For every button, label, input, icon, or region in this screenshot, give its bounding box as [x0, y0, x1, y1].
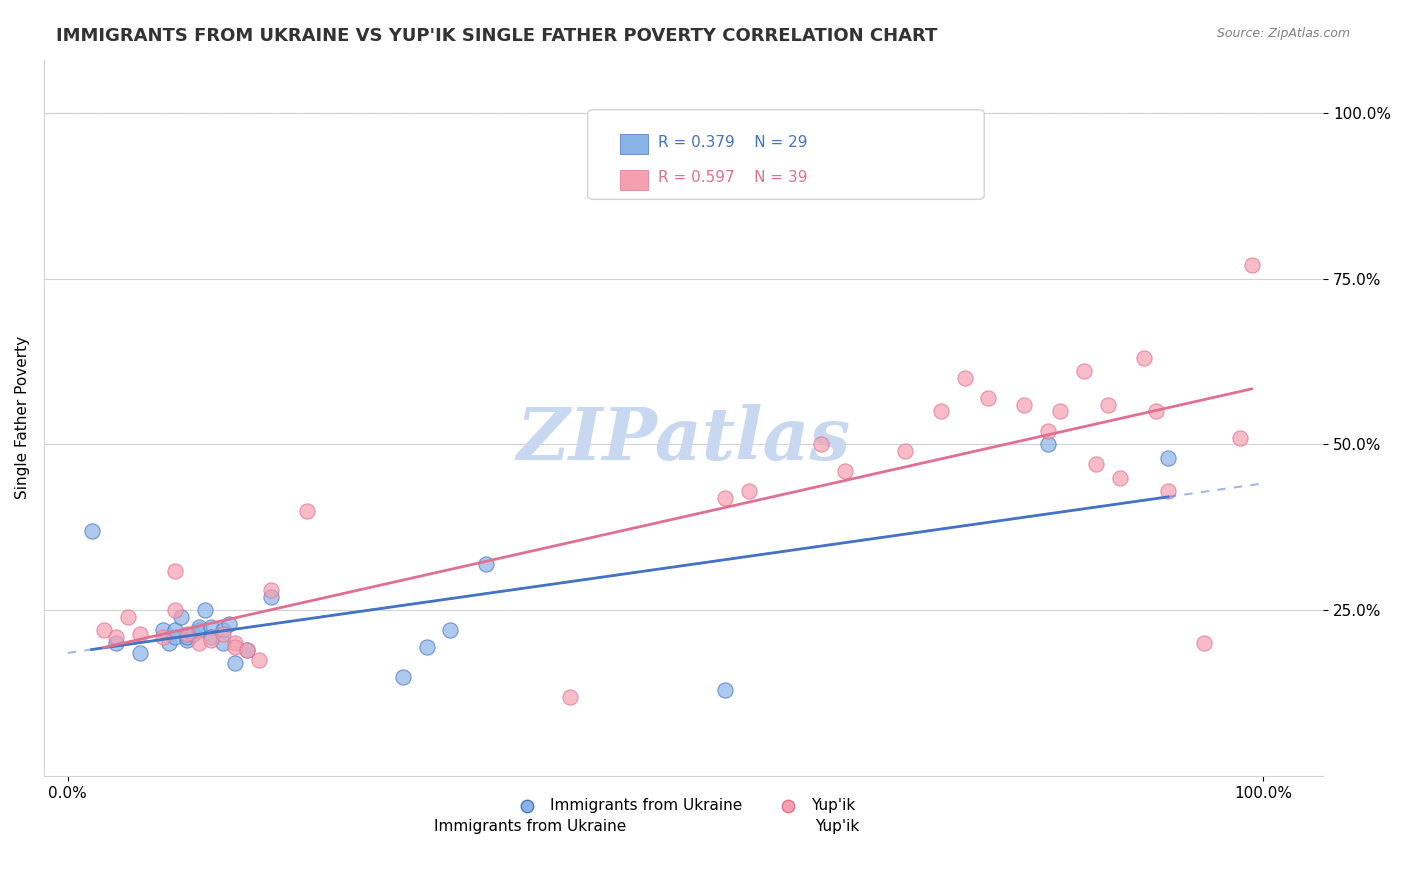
Text: R = 0.379    N = 29: R = 0.379 N = 29 [658, 135, 807, 150]
Point [200, 620, 222, 634]
Text: ZIPatlas: ZIPatlas [516, 404, 851, 475]
Point [1049, 404, 1071, 418]
Point [558, 690, 581, 704]
Point [953, 371, 976, 385]
Point [93, 624, 115, 638]
Text: Yup'ik: Yup'ik [815, 819, 859, 834]
Point [1133, 351, 1156, 366]
Bar [620, 170, 648, 190]
Point [415, 640, 437, 654]
Point [714, 682, 737, 697]
Point [834, 464, 856, 478]
Point [117, 610, 139, 624]
Point [159, 636, 181, 650]
Bar [620, 134, 648, 154]
Y-axis label: Single Father Poverty: Single Father Poverty [15, 336, 30, 500]
Point [475, 557, 498, 571]
Point [224, 636, 246, 650]
Point [104, 630, 127, 644]
Point [200, 633, 222, 648]
Point [194, 603, 217, 617]
Point [1038, 437, 1060, 451]
Point [1157, 450, 1180, 465]
Point [1144, 404, 1167, 418]
Point [236, 643, 259, 657]
Point [104, 636, 127, 650]
Point [165, 564, 187, 578]
Point [224, 640, 246, 654]
Point [1073, 364, 1095, 378]
FancyBboxPatch shape [588, 110, 984, 199]
Point [439, 624, 461, 638]
Point [260, 590, 283, 604]
Point [188, 620, 211, 634]
Point [165, 630, 187, 644]
Text: IMMIGRANTS FROM UKRAINE VS YUP'IK SINGLE FATHER POVERTY CORRELATION CHART: IMMIGRANTS FROM UKRAINE VS YUP'IK SINGLE… [56, 27, 938, 45]
Point [977, 391, 1000, 405]
Point [295, 504, 318, 518]
Point [176, 626, 198, 640]
Point [1157, 483, 1180, 498]
Point [738, 483, 761, 498]
Point [80, 524, 103, 538]
Point [894, 444, 917, 458]
Point [176, 633, 198, 648]
Point [218, 616, 240, 631]
Point [183, 626, 205, 640]
Point [1240, 258, 1263, 272]
Point [714, 491, 737, 505]
Point [247, 653, 270, 667]
Point [165, 603, 187, 617]
Point [152, 624, 174, 638]
Point [212, 636, 235, 650]
Point [260, 583, 283, 598]
Text: Source: ZipAtlas.com: Source: ZipAtlas.com [1216, 27, 1350, 40]
Point [200, 630, 222, 644]
Point [152, 630, 174, 644]
Point [1192, 636, 1215, 650]
Point [188, 636, 211, 650]
Point [391, 670, 413, 684]
Point [1014, 398, 1036, 412]
Point [1097, 398, 1119, 412]
Point [165, 624, 187, 638]
Point [224, 657, 246, 671]
Point [212, 624, 235, 638]
Text: Immigrants from Ukraine: Immigrants from Ukraine [434, 819, 626, 834]
Point [188, 624, 211, 638]
Point [170, 610, 193, 624]
Point [212, 626, 235, 640]
Point [810, 437, 832, 451]
Point [1229, 431, 1251, 445]
Text: R = 0.597    N = 39: R = 0.597 N = 39 [658, 170, 807, 186]
Point [1038, 424, 1060, 438]
Point [1085, 458, 1108, 472]
Point [128, 626, 150, 640]
Point [1109, 470, 1132, 484]
Point [929, 404, 952, 418]
Point [128, 647, 150, 661]
Legend: Immigrants from Ukraine, Yup'ik: Immigrants from Ukraine, Yup'ik [506, 791, 862, 819]
Point [236, 643, 259, 657]
Point [176, 630, 198, 644]
